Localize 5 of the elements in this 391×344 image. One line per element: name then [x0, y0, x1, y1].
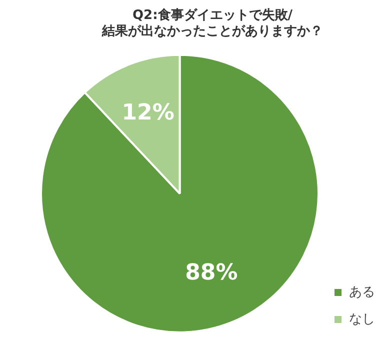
data-label: 12%: [122, 100, 174, 126]
legend-label: ある: [349, 284, 375, 300]
chart-title: Q2:食事ダイエットで失敗/ 結果が出なかったことがありますか？: [101, 8, 323, 39]
legend-label: なし: [349, 312, 375, 327]
data-label: 88%: [185, 260, 238, 286]
